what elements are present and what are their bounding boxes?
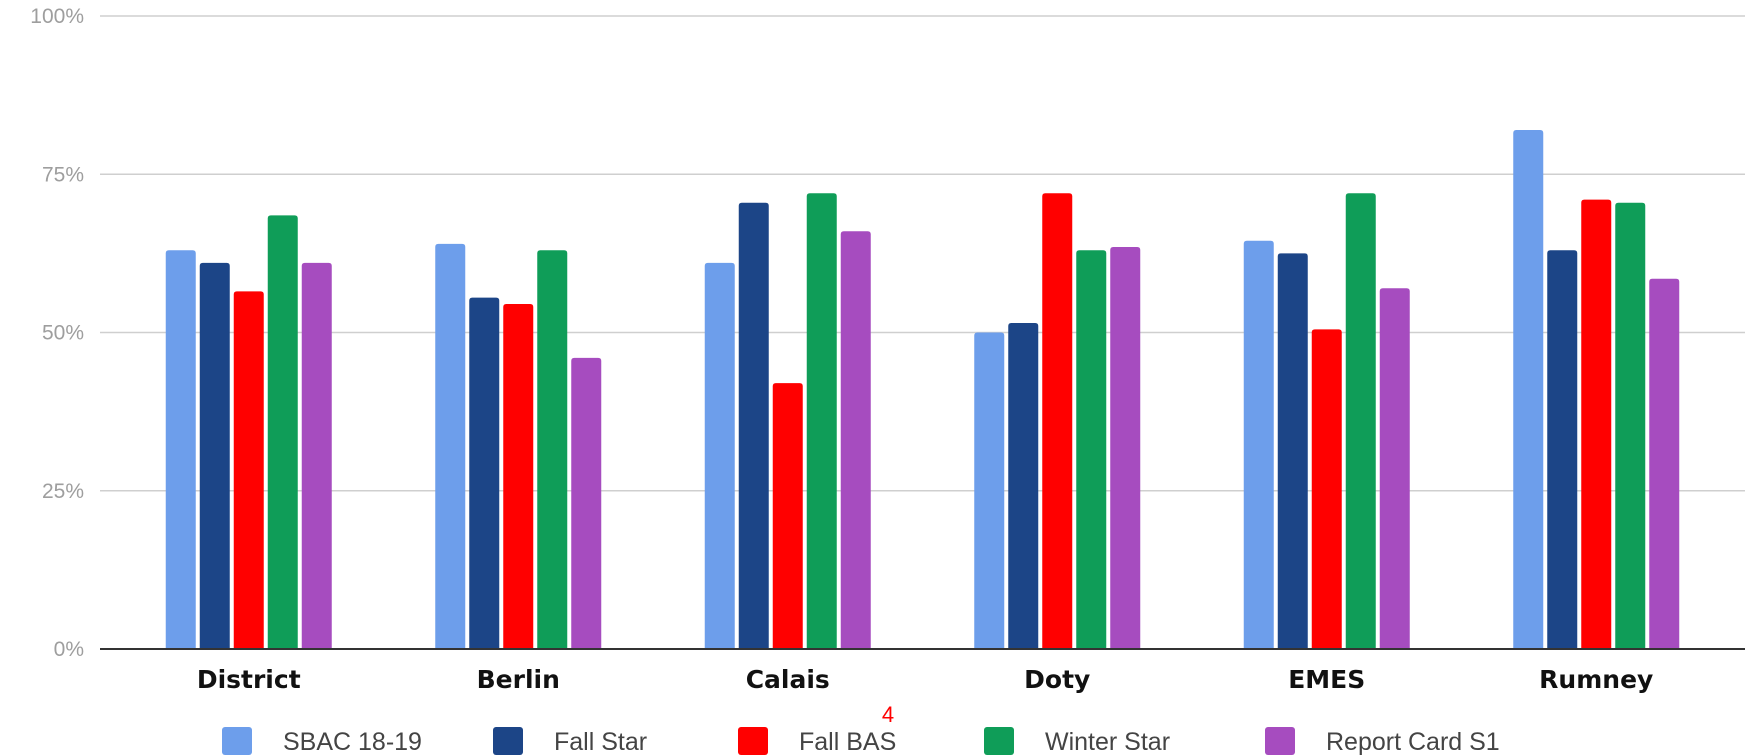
- bar-calais-winter-star: [806, 193, 837, 650]
- y-axis-ticks: 0% 25% 50% 75% 100%: [30, 5, 84, 661]
- bar-rumney-fall-bas: [1581, 199, 1612, 649]
- legend-label: SBAC 18-19: [283, 728, 422, 755]
- legend-swatch: [222, 727, 252, 755]
- bar-calais-sbac-18-19: [704, 262, 735, 649]
- bar-doty-fall-bas: [1042, 193, 1073, 650]
- bar-rumney-report-card-s1: [1649, 278, 1680, 649]
- x-axis-ticks: District Berlin Calais Doty EMES Rumney: [197, 665, 1653, 694]
- bar-district-sbac-18-19: [165, 250, 196, 649]
- bar-doty-sbac-18-19: [974, 332, 1005, 649]
- legend: SBAC 18-19 Fall Star Fall BAS Winter Star Re…: [222, 727, 1500, 755]
- bar-emes-fall-bas: [1311, 329, 1342, 649]
- bar-district-winter-star: [267, 215, 298, 649]
- bar-calais-fall-star: [738, 202, 769, 650]
- bar-doty-winter-star: [1076, 250, 1107, 649]
- bar-rumney-fall-star: [1547, 250, 1578, 649]
- legend-label: Report Card S1: [1326, 728, 1500, 755]
- bar-rumney-winter-star: [1615, 202, 1646, 650]
- bar-emes-fall-star: [1277, 253, 1308, 649]
- bar-berlin-fall-bas: [503, 304, 534, 649]
- legend-swatch: [738, 727, 768, 755]
- bar-berlin-winter-star: [537, 250, 568, 649]
- bar-berlin-report-card-s1: [571, 357, 602, 649]
- bar-calais-report-card-s1: [840, 231, 871, 649]
- y-tick-label: 75%: [42, 163, 84, 186]
- bar-doty-fall-star: [1008, 323, 1039, 649]
- y-tick-label: 100%: [30, 5, 84, 28]
- legend-swatch: [1265, 727, 1295, 755]
- bars: [165, 129, 1680, 650]
- bar-berlin-sbac-18-19: [435, 243, 466, 649]
- bar-emes-report-card-s1: [1379, 288, 1410, 649]
- legend-swatch: [984, 727, 1014, 755]
- bar-district-report-card-s1: [301, 262, 332, 649]
- bar-berlin-fall-star: [469, 297, 500, 649]
- y-tick-label: 0%: [54, 638, 84, 661]
- x-tick-label: Berlin: [477, 665, 560, 694]
- bar-doty-report-card-s1: [1110, 247, 1141, 650]
- legend-label: Fall BAS: [799, 728, 896, 755]
- gridlines: [100, 15, 1745, 492]
- bar-emes-winter-star: [1345, 193, 1376, 650]
- bar-emes-sbac-18-19: [1243, 240, 1274, 649]
- legend-label: Winter Star: [1045, 728, 1170, 755]
- bar-calais-fall-bas: [772, 383, 803, 649]
- x-tick-label: EMES: [1288, 665, 1365, 694]
- x-tick-label: Calais: [746, 665, 830, 694]
- x-tick-label: Rumney: [1539, 665, 1653, 694]
- bar-rumney-sbac-18-19: [1513, 129, 1544, 649]
- x-tick-label: District: [197, 665, 301, 694]
- legend-label: Fall Star: [554, 728, 647, 755]
- page-number: 4: [882, 702, 894, 727]
- y-tick-label: 25%: [42, 480, 84, 503]
- bar-district-fall-star: [199, 262, 230, 649]
- legend-swatch: [493, 727, 523, 755]
- bar-district-fall-bas: [233, 291, 264, 649]
- y-tick-label: 50%: [42, 322, 84, 345]
- x-tick-label: Doty: [1024, 665, 1090, 694]
